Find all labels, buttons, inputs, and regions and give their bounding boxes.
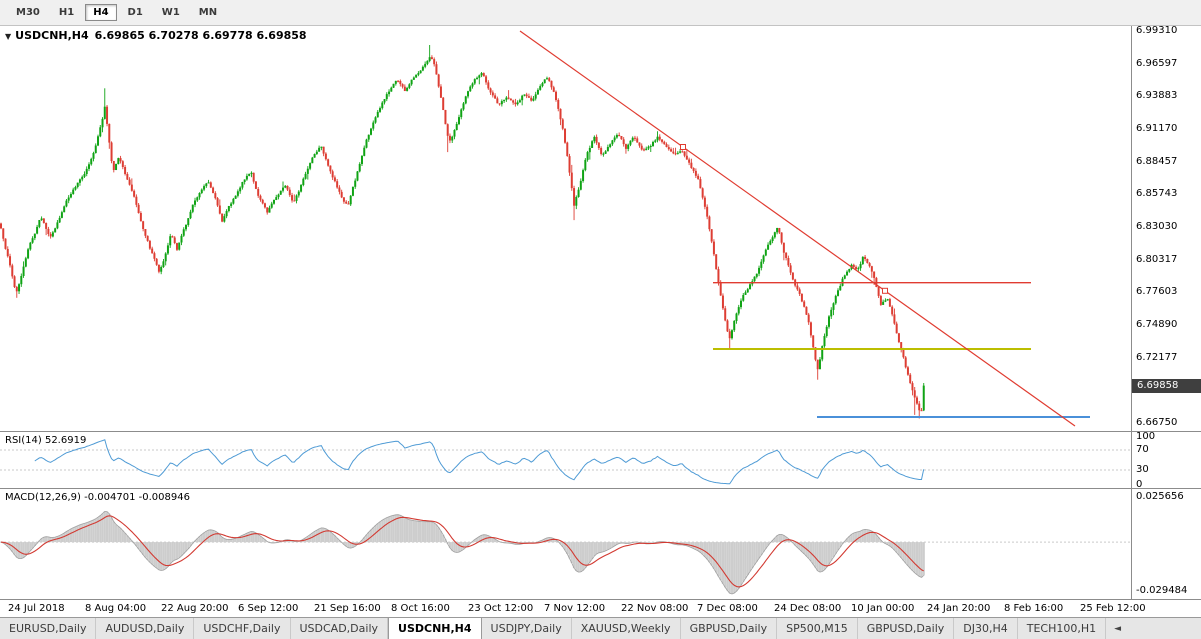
macd-axis-bottom-label: -0.029484 bbox=[1136, 585, 1188, 596]
rsi-label: RSI(14) 52.6919 bbox=[5, 435, 87, 446]
time-axis-label: 10 Jan 00:00 bbox=[851, 603, 915, 614]
chart-ohlc-values: 6.69865 6.70278 6.69778 6.69858 bbox=[94, 29, 307, 42]
time-axis-label: 23 Oct 12:00 bbox=[468, 603, 534, 614]
macd-axis-top-label: 0.025656 bbox=[1136, 491, 1184, 502]
rsi-panel: RSI(14) 52.6919 100 70 30 0 bbox=[0, 431, 1201, 490]
trendline-anchor-marker[interactable] bbox=[680, 144, 686, 150]
timeframe-button-d1[interactable]: D1 bbox=[120, 4, 151, 21]
chart-tab-xauusd-weekly[interactable]: XAUUSD,Weekly bbox=[572, 618, 681, 639]
chart-tab-dj30-h4[interactable]: DJ30,H4 bbox=[954, 618, 1018, 639]
time-axis-label: 8 Feb 16:00 bbox=[1004, 603, 1064, 614]
timeframe-button-m30[interactable]: M30 bbox=[8, 4, 48, 21]
price-axis-label: 6.85743 bbox=[1136, 188, 1178, 199]
time-axis-label: 21 Sep 16:00 bbox=[314, 603, 381, 614]
rsi-axis-label: 70 bbox=[1136, 444, 1149, 455]
chart-tabs-bar: EURUSD,Daily AUDUSD,Daily USDCHF,Daily USDC… bbox=[0, 617, 1201, 639]
time-axis-label: 6 Sep 12:00 bbox=[238, 603, 299, 614]
chart-tab-gbpusd-daily[interactable]: GBPUSD,Daily bbox=[681, 618, 778, 639]
trendline-anchor-marker[interactable] bbox=[882, 287, 888, 294]
current-price-badge: 6.69858 bbox=[1132, 379, 1201, 393]
time-axis-label: 22 Nov 08:00 bbox=[621, 603, 689, 614]
time-axis[interactable]: 24 Jul 2018 8 Aug 04:00 22 Aug 20:00 6 Sep … bbox=[0, 599, 1201, 617]
time-axis-label: 7 Dec 08:00 bbox=[697, 603, 758, 614]
time-axis-label: 24 Dec 08:00 bbox=[774, 603, 842, 614]
chart-tab-eurusd-daily[interactable]: EURUSD,Daily bbox=[0, 618, 97, 639]
timeframe-button-h4[interactable]: H4 bbox=[85, 4, 117, 21]
macd-chart-canvas[interactable] bbox=[0, 489, 1131, 599]
price-axis-label: 6.96597 bbox=[1136, 58, 1178, 69]
tab-scroll-left-icon[interactable]: ◄ bbox=[1114, 623, 1122, 634]
time-axis-label: 25 Feb 12:00 bbox=[1080, 603, 1146, 614]
chart-tab-gbpusd-daily[interactable]: GBPUSD,Daily bbox=[858, 618, 955, 639]
time-axis-label: 8 Oct 16:00 bbox=[391, 603, 450, 614]
price-axis-label: 6.72177 bbox=[1136, 352, 1178, 363]
chart-window: ▼ USDCNH,H4 6.69865 6.70278 6.69778 6.6985… bbox=[0, 26, 1201, 617]
timeframe-toolbar: M30 H1 H4 D1 W1 MN bbox=[0, 0, 1201, 26]
chart-tab-usdcad-daily[interactable]: USDCAD,Daily bbox=[291, 618, 389, 639]
descending-trendline[interactable] bbox=[519, 30, 1076, 427]
price-chart-canvas[interactable] bbox=[0, 26, 1131, 431]
chart-tab-tech100-h1[interactable]: TECH100,H1 bbox=[1018, 618, 1107, 639]
rsi-axis-label: 30 bbox=[1136, 464, 1149, 475]
price-axis-label: 6.91170 bbox=[1136, 123, 1178, 134]
price-axis-label: 6.74890 bbox=[1136, 319, 1178, 330]
rsi-axis-label: 0 bbox=[1136, 479, 1143, 490]
price-axis-label: 6.66750 bbox=[1136, 417, 1178, 428]
time-axis-label: 8 Aug 04:00 bbox=[85, 603, 147, 614]
chart-tab-usdchf-daily[interactable]: USDCHF,Daily bbox=[194, 618, 291, 639]
time-axis-label: 7 Nov 12:00 bbox=[544, 603, 606, 614]
chart-tab-usdjpy-daily[interactable]: USDJPY,Daily bbox=[482, 618, 572, 639]
chart-title: ▼ USDCNH,H4 6.69865 6.70278 6.69778 6.6985… bbox=[5, 29, 307, 42]
price-axis-label: 6.93883 bbox=[1136, 90, 1178, 101]
macd-axis[interactable]: 0.025656 -0.029484 bbox=[1131, 489, 1201, 599]
price-axis-label: 6.77603 bbox=[1136, 286, 1178, 297]
macd-panel: MACD(12,26,9) -0.004701 -0.008946 0.0256… bbox=[0, 488, 1201, 599]
rsi-axis[interactable]: 100 70 30 0 bbox=[1131, 431, 1201, 490]
time-axis-label: 22 Aug 20:00 bbox=[161, 603, 229, 614]
price-panel: ▼ USDCNH,H4 6.69865 6.70278 6.69778 6.6985… bbox=[0, 26, 1201, 431]
price-axis-label: 6.88457 bbox=[1136, 156, 1178, 167]
rsi-axis-label: 100 bbox=[1136, 431, 1156, 442]
price-axis-label: 6.99310 bbox=[1136, 25, 1178, 36]
timeframe-button-w1[interactable]: W1 bbox=[154, 4, 188, 21]
chart-marker-icon: ▼ bbox=[5, 32, 12, 41]
timeframe-button-mn[interactable]: MN bbox=[191, 4, 225, 21]
price-axis[interactable]: 6.69858 6.99310 6.96597 6.93883 6.91170 6.88… bbox=[1131, 26, 1201, 431]
time-axis-label: 24 Jul 2018 bbox=[8, 603, 65, 614]
chart-tab-sp500-m15[interactable]: SP500,M15 bbox=[777, 618, 858, 639]
price-axis-label: 6.83030 bbox=[1136, 221, 1178, 232]
macd-label: MACD(12,26,9) -0.004701 -0.008946 bbox=[5, 492, 190, 503]
chart-tab-audusd-daily[interactable]: AUDUSD,Daily bbox=[96, 618, 195, 639]
timeframe-button-h1[interactable]: H1 bbox=[51, 4, 82, 21]
rsi-chart-canvas[interactable] bbox=[0, 432, 1131, 488]
time-axis-label: 24 Jan 20:00 bbox=[927, 603, 991, 614]
price-axis-label: 6.80317 bbox=[1136, 254, 1178, 265]
chart-tab-usdcnh-h4[interactable]: USDCNH,H4 bbox=[388, 618, 482, 639]
chart-symbol-label: USDCNH,H4 bbox=[15, 29, 89, 42]
